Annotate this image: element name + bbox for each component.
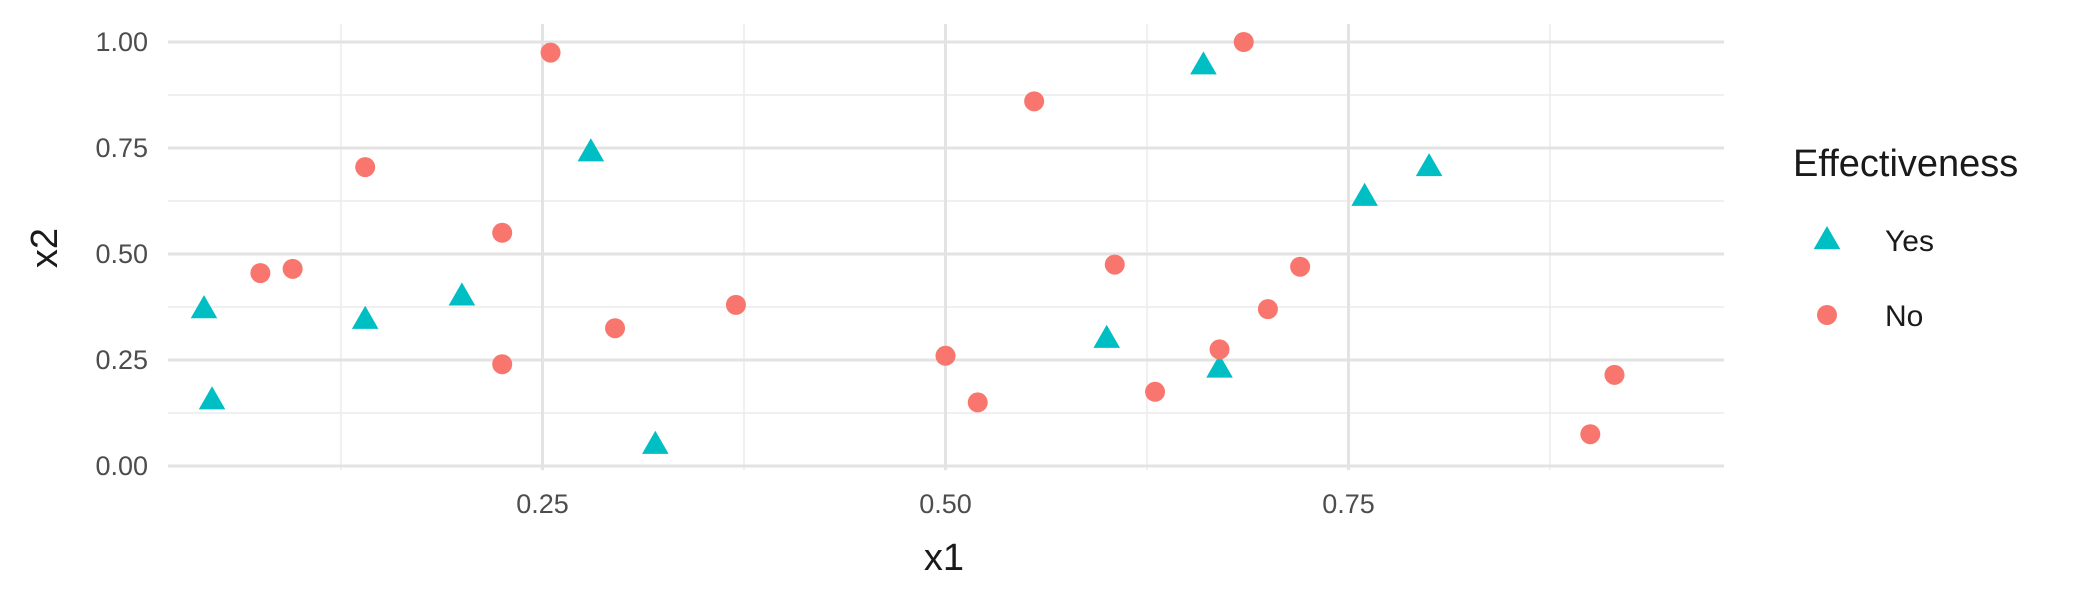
y-tick-label: 0.50 — [95, 239, 148, 269]
circle-point — [250, 263, 271, 284]
circle-point — [1145, 381, 1166, 402]
x-tick-label: 0.50 — [919, 489, 972, 519]
series-no — [250, 32, 1625, 445]
grid-major — [168, 24, 1724, 470]
triangle-point — [642, 430, 669, 454]
legend: Effectiveness Yes No — [1793, 143, 2018, 333]
triangle-point — [198, 386, 226, 410]
triangle-point — [577, 138, 605, 162]
circle-point — [1604, 364, 1625, 385]
triangle-point — [190, 295, 218, 319]
legend-circle-icon — [1817, 305, 1837, 325]
triangle-point — [1190, 51, 1217, 75]
x-tick-label: 0.75 — [1322, 489, 1375, 519]
y-axis-ticks: 0.00 0.25 0.50 0.75 1.00 — [95, 27, 148, 481]
circle-point — [605, 318, 626, 339]
y-tick-label: 0.75 — [95, 133, 148, 163]
circle-point — [1580, 424, 1601, 445]
circle-point — [935, 345, 956, 366]
series-yes — [190, 51, 1443, 454]
x-tick-label: 0.25 — [516, 489, 569, 519]
circle-point — [492, 354, 513, 375]
circle-point — [492, 222, 513, 243]
circle-point — [282, 258, 303, 279]
x-axis-title: x1 — [924, 537, 964, 579]
y-tick-label: 0.00 — [95, 451, 148, 481]
circle-point — [1024, 91, 1045, 112]
legend-title: Effectiveness — [1793, 143, 2018, 185]
circle-point — [540, 42, 561, 63]
legend-label: No — [1885, 300, 1923, 333]
triangle-point — [1206, 354, 1233, 378]
triangle-point — [448, 282, 476, 306]
circle-point — [1209, 339, 1230, 360]
circle-point — [355, 157, 376, 178]
circle-point — [967, 392, 988, 413]
legend-triangle-icon — [1813, 226, 1841, 250]
circle-point — [1257, 299, 1278, 320]
triangle-point — [1093, 324, 1120, 348]
triangle-point — [1351, 182, 1378, 206]
x-axis-ticks: 0.25 0.50 0.75 — [516, 489, 1375, 519]
legend-item-yes: Yes — [1813, 225, 1934, 258]
legend-label: Yes — [1885, 225, 1934, 258]
circle-point — [1233, 32, 1254, 52]
y-tick-label: 1.00 — [95, 27, 148, 57]
data-points — [190, 32, 1625, 454]
y-axis-title: x2 — [24, 228, 66, 268]
legend-item-no: No — [1817, 300, 1923, 333]
circle-point — [1104, 254, 1125, 275]
circle-point — [725, 294, 746, 315]
triangle-point — [351, 305, 379, 329]
triangle-point — [1415, 153, 1443, 177]
circle-point — [1290, 256, 1311, 277]
y-tick-label: 0.25 — [95, 345, 148, 375]
